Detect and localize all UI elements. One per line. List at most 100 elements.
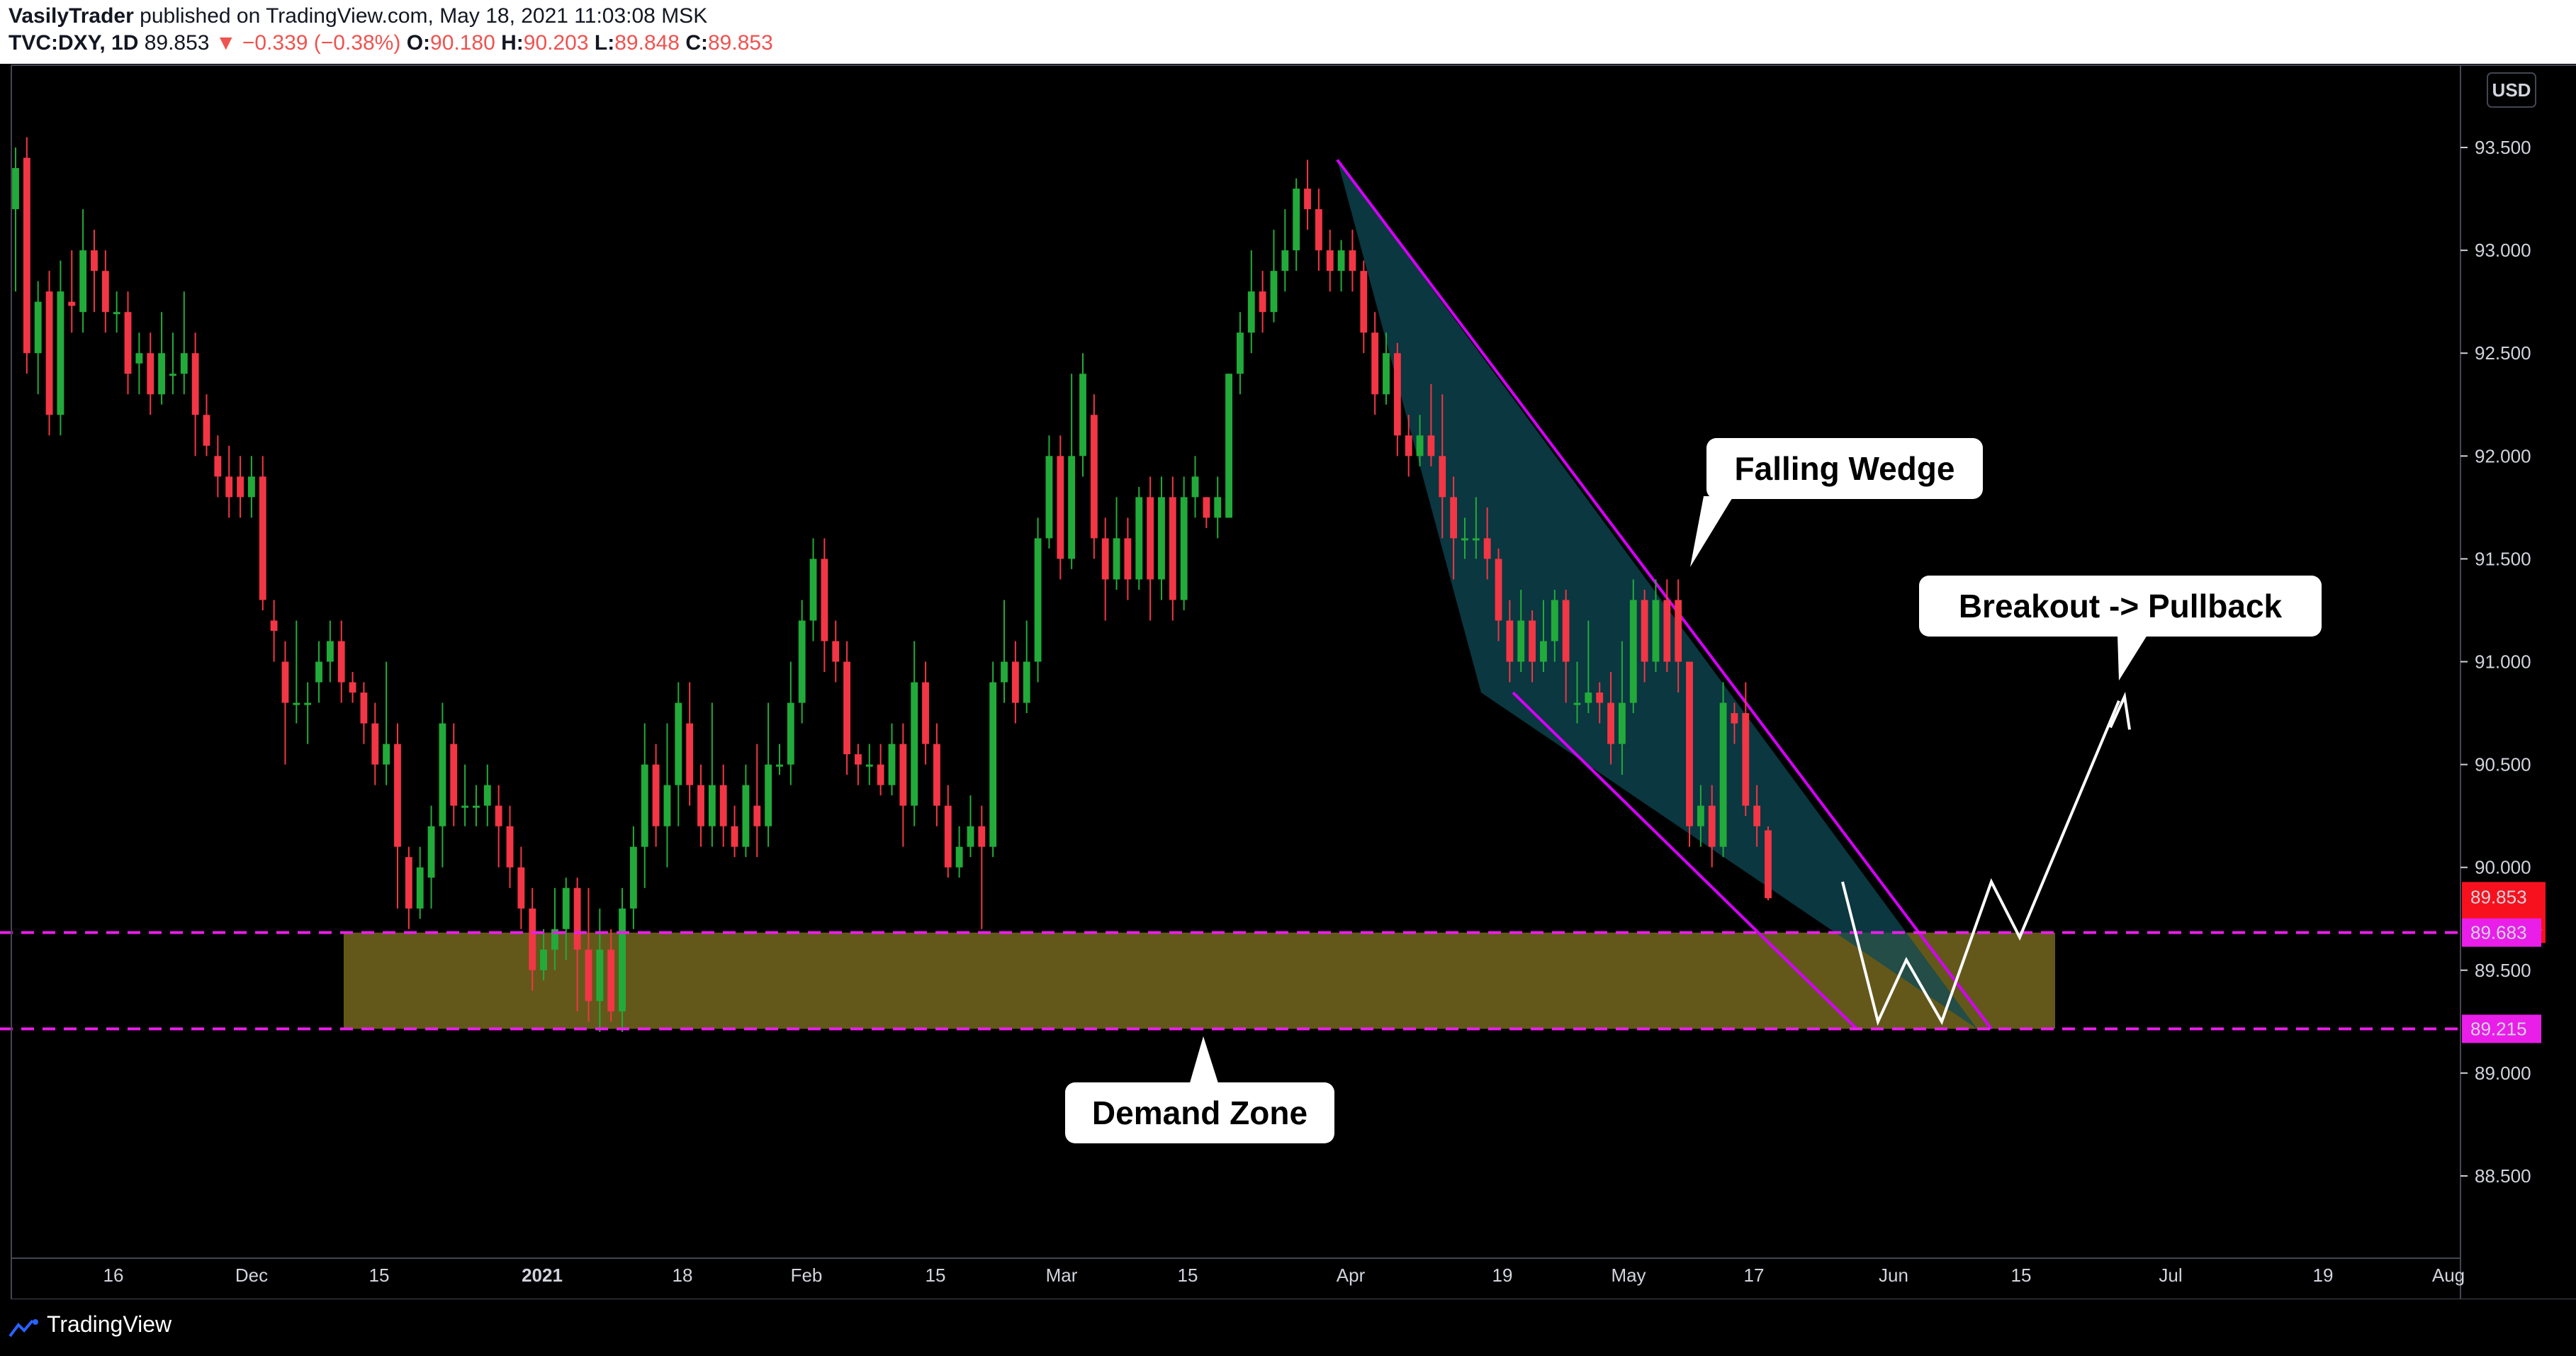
candle-body bbox=[45, 291, 53, 415]
candle-body bbox=[686, 723, 694, 785]
candle-body bbox=[427, 826, 435, 878]
candle bbox=[517, 846, 525, 929]
y-tick-label: 89.500 bbox=[2475, 960, 2531, 981]
candle-body bbox=[1045, 456, 1053, 539]
candle-body bbox=[1529, 620, 1536, 662]
high-value: 90.203 bbox=[523, 31, 589, 55]
candle-body bbox=[865, 764, 873, 767]
open-value: 90.180 bbox=[430, 31, 495, 55]
candle-body bbox=[1360, 271, 1368, 333]
candle bbox=[1090, 394, 1098, 559]
candle bbox=[1652, 579, 1660, 673]
candle-body bbox=[596, 949, 604, 1002]
candle-body bbox=[405, 857, 412, 909]
candle-body bbox=[697, 785, 704, 827]
candle bbox=[135, 332, 143, 395]
candle-body bbox=[293, 702, 300, 705]
candle-body bbox=[585, 949, 592, 1002]
candle-body bbox=[147, 353, 154, 395]
candle-body bbox=[68, 301, 76, 306]
candle-body bbox=[1607, 702, 1614, 744]
author-name[interactable]: VasilyTrader bbox=[9, 4, 134, 28]
candle-body bbox=[1180, 497, 1188, 600]
candle bbox=[922, 661, 929, 765]
open-label: O: bbox=[406, 31, 431, 55]
candle bbox=[483, 764, 491, 827]
candle-body bbox=[247, 476, 255, 498]
candle bbox=[34, 281, 42, 395]
candle bbox=[551, 887, 558, 970]
candle bbox=[1326, 230, 1334, 292]
candle bbox=[989, 661, 997, 858]
x-tick-label: 2021 bbox=[522, 1265, 563, 1286]
tradingview-logo[interactable]: TradingView bbox=[9, 1311, 171, 1338]
y-tick-label: 93.000 bbox=[2475, 240, 2531, 261]
callout-falling-wedge-pointer bbox=[1690, 496, 1733, 567]
candle bbox=[1349, 230, 1356, 292]
candle-body bbox=[337, 641, 345, 683]
candle bbox=[270, 600, 278, 662]
callout-breakout-pointer bbox=[2117, 635, 2147, 680]
zone-layer bbox=[344, 932, 2055, 1029]
candle bbox=[1675, 579, 1682, 693]
candle-body bbox=[1596, 693, 1604, 703]
candle bbox=[1158, 476, 1165, 600]
candle-body bbox=[978, 826, 986, 847]
candle-body bbox=[1191, 476, 1199, 498]
candle bbox=[708, 702, 716, 847]
candle bbox=[1619, 641, 1626, 775]
callout-falling-wedge: Falling Wedge bbox=[1690, 438, 1983, 567]
candle-body bbox=[1147, 497, 1154, 580]
candle bbox=[641, 723, 648, 888]
candle-body bbox=[1731, 713, 1738, 724]
candle-body bbox=[349, 682, 356, 693]
candle-body bbox=[776, 764, 783, 767]
publish-line: published on TradingView.com, May 18, 20… bbox=[140, 4, 708, 28]
candle bbox=[1113, 497, 1120, 590]
y-tick-label: 91.500 bbox=[2475, 548, 2531, 569]
candle-body bbox=[1079, 374, 1086, 456]
symbol-label[interactable]: TVC:DXY, 1D bbox=[9, 31, 139, 55]
candle bbox=[1191, 456, 1199, 518]
candle bbox=[1742, 682, 1750, 817]
candle bbox=[1472, 497, 1480, 559]
candle-body bbox=[191, 353, 199, 415]
candle bbox=[101, 250, 109, 333]
candle bbox=[1068, 374, 1076, 569]
candle bbox=[1023, 620, 1030, 714]
level-tag-label-2: 89.215 bbox=[2470, 1018, 2527, 1039]
demand-zone-box bbox=[344, 932, 2055, 1029]
candle-body bbox=[225, 476, 233, 498]
candle bbox=[12, 147, 19, 292]
candle-body bbox=[607, 949, 615, 1012]
candle bbox=[888, 723, 896, 796]
low-label: L: bbox=[594, 31, 615, 55]
candle-body bbox=[79, 250, 87, 313]
candle-body bbox=[1405, 435, 1412, 456]
candle-body bbox=[1237, 332, 1244, 374]
candle-body bbox=[888, 744, 896, 785]
candle-body bbox=[1393, 353, 1401, 436]
y-tick-label: 90.000 bbox=[2475, 857, 2531, 878]
candle-body bbox=[629, 846, 637, 909]
candle bbox=[337, 620, 345, 703]
candle bbox=[180, 291, 188, 395]
chart-header: VasilyTrader published on TradingView.co… bbox=[0, 0, 2576, 64]
callout-falling-wedge-box bbox=[1706, 438, 1983, 499]
candle-body bbox=[1113, 538, 1120, 580]
candle bbox=[540, 929, 547, 981]
callout-demand-zone-box bbox=[1065, 1082, 1334, 1143]
candle bbox=[1506, 600, 1514, 683]
candle-body bbox=[517, 867, 525, 909]
last-price: 89.853 bbox=[144, 31, 210, 55]
candle-body bbox=[719, 785, 727, 827]
currency-badge bbox=[2487, 72, 2536, 108]
candle bbox=[315, 641, 322, 703]
candle-body bbox=[1349, 250, 1356, 271]
candle-body bbox=[23, 157, 30, 354]
y-tick-label: 93.500 bbox=[2475, 137, 2531, 158]
candle bbox=[1034, 517, 1042, 683]
candle bbox=[427, 805, 435, 909]
candle bbox=[1225, 374, 1232, 518]
